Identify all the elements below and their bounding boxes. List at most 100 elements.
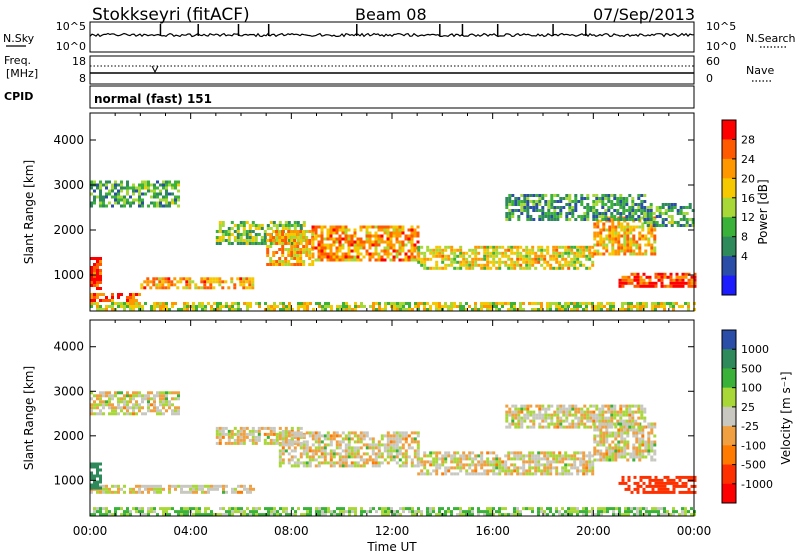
power-cell [653,234,657,238]
velocity-cell [556,404,560,408]
power-cell [687,272,691,276]
velocity-cell [423,454,427,458]
velocity-cell [177,406,180,410]
velocity-cell [305,449,309,453]
power-cell [638,246,642,250]
power-cell [338,228,342,232]
velocity-cell [504,507,507,511]
power-cell [183,308,186,311]
velocity-cell [577,419,581,423]
velocity-cell [114,507,117,511]
power-cell [324,305,327,308]
velocity-cell [629,452,633,456]
velocity-cell [588,463,592,467]
velocity-cell [242,435,246,439]
power-cell [558,266,562,270]
power-cell [135,302,138,305]
power-cell [242,286,246,290]
power-cell [573,266,577,270]
power-cell [609,302,612,305]
velocity-cell [291,513,294,517]
power-colorbar-label: Power [dB] [756,179,770,244]
x-tick-label: 16:00 [475,524,510,538]
velocity-cell [323,434,327,438]
velocity-cell [654,490,658,494]
velocity-cell [171,507,174,511]
velocity-cell [281,458,285,462]
velocity-cell [414,513,417,517]
power-cell [348,305,351,308]
power-cell [673,203,677,206]
velocity-cell [278,426,282,430]
velocity-cell [132,391,135,395]
power-cell [281,242,285,245]
velocity-cell [120,507,123,511]
power-cell [417,257,421,261]
velocity-cell [144,487,147,491]
velocity-cell [508,407,512,411]
velocity-cell [626,452,630,456]
velocity-cell [526,416,530,420]
velocity-cell [195,507,198,511]
velocity-cell [543,510,546,514]
velocity-cell [108,487,111,491]
power-cell [216,308,219,311]
power-cell [282,302,285,305]
velocity-cell [562,413,566,417]
power-cell [221,280,225,284]
velocity-cell [195,513,198,517]
velocity-cell [666,490,670,494]
velocity-cell [568,410,572,414]
velocity-cell [608,452,612,456]
velocity-cell [374,458,378,462]
power-cell [93,263,96,266]
power-cell [281,263,285,266]
power-cell [248,283,252,287]
power-cell [685,206,689,209]
power-cell [344,255,348,259]
velocity-cell [249,490,252,494]
power-cell [236,242,240,245]
power-cell [293,221,297,224]
power-cell [580,203,584,206]
velocity-cell [296,431,300,435]
velocity-cell [599,434,603,438]
velocity-cell [613,422,617,426]
velocity-cell [147,406,150,410]
velocity-cell [617,452,621,456]
velocity-cell [168,513,171,517]
velocity-cell [456,463,460,467]
power-cell [284,236,288,239]
power-cell [432,254,436,258]
power-cell [616,203,620,206]
velocity-heatmap [90,391,697,517]
power-cell [543,257,547,261]
velocity-cell [549,472,553,476]
power-cell [297,305,300,308]
nave-tick-bottom: 0 [706,72,713,85]
power-cell [613,197,617,200]
velocity-cell [579,451,583,455]
velocity-cell [672,481,676,485]
velocity-cell [628,419,632,423]
power-cell [676,224,680,227]
power-cell [525,254,529,258]
power-cell [365,237,369,241]
power-cell [278,224,282,227]
velocity-cell [579,463,583,467]
velocity-cell [332,437,336,441]
velocity-cell [489,460,493,464]
power-cell [275,239,279,242]
power-cell [663,284,667,288]
power-cell [606,302,609,305]
velocity-cell [511,419,515,423]
power-cell [360,305,363,308]
power-cell [653,249,657,253]
velocity-cell [272,429,276,433]
velocity-cell [251,429,255,433]
power-cell [329,228,333,232]
power-cell [156,186,159,190]
velocity-cell [520,419,524,423]
power-cell [153,204,156,208]
power-cell [90,204,93,208]
